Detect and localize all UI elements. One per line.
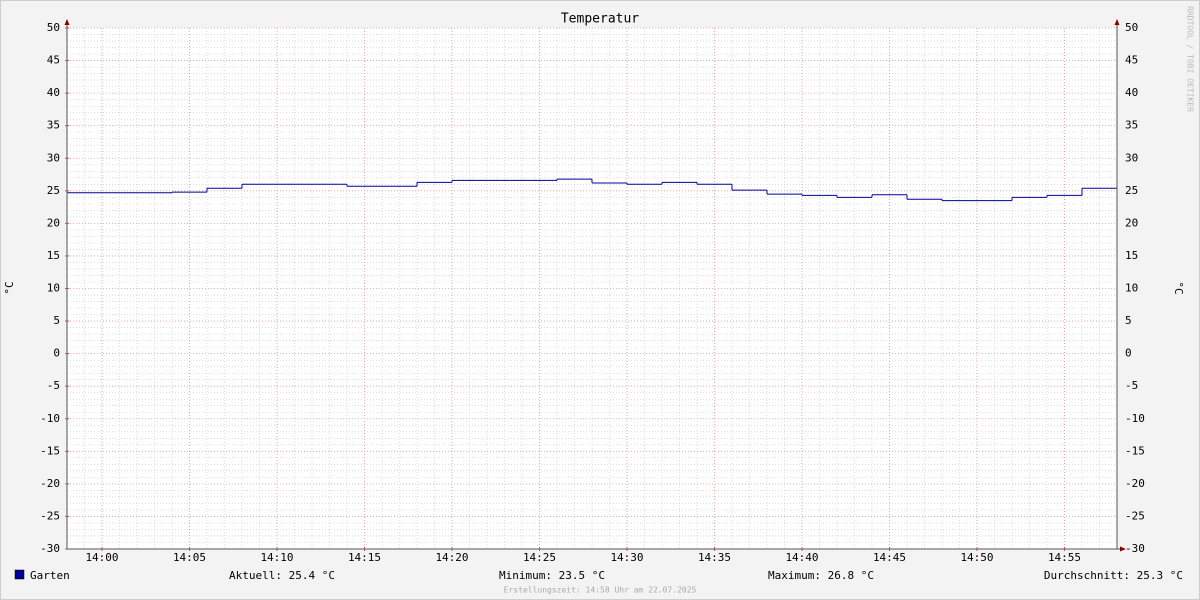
x-tick-label: 14:00 xyxy=(85,551,118,564)
y-tick-label-right: 0 xyxy=(1125,347,1132,360)
x-tick-label: 14:10 xyxy=(260,551,293,564)
y-tick-label: 15 xyxy=(47,249,60,262)
y-tick-label-right: 5 xyxy=(1125,314,1132,327)
y-tick-label-right: 40 xyxy=(1125,86,1138,99)
legend-stat: Minimum: 23.5 °C xyxy=(499,569,605,582)
y-axis-label: °C xyxy=(3,281,16,294)
y-tick-label-right: -30 xyxy=(1125,542,1145,555)
axis-arrow xyxy=(1120,546,1126,552)
y-tick-label: 5 xyxy=(53,314,60,327)
y-tick-label: -30 xyxy=(40,542,60,555)
y-tick-label-right: 30 xyxy=(1125,151,1138,164)
y-tick-label-right: -10 xyxy=(1125,412,1145,425)
y-tick-label-right: -15 xyxy=(1125,444,1145,457)
x-tick-label: 14:20 xyxy=(435,551,468,564)
x-tick-label: 14:30 xyxy=(610,551,643,564)
y-tick-label: 0 xyxy=(53,347,60,360)
y-tick-label: -5 xyxy=(47,379,60,392)
y-tick-label: -15 xyxy=(40,444,60,457)
y-tick-label: -10 xyxy=(40,412,60,425)
x-tick-label: 14:55 xyxy=(1048,551,1081,564)
y-tick-label: 30 xyxy=(47,151,60,164)
y-tick-label: -20 xyxy=(40,477,60,490)
y-axis-label-right: °C xyxy=(1172,281,1185,294)
y-tick-label-right: 25 xyxy=(1125,184,1138,197)
y-tick-label-right: 50 xyxy=(1125,21,1138,34)
y-tick-label-right: -20 xyxy=(1125,477,1145,490)
x-tick-label: 14:40 xyxy=(785,551,818,564)
x-tick-label: 14:45 xyxy=(873,551,906,564)
y-tick-label: 35 xyxy=(47,119,60,132)
legend-label: Garten xyxy=(30,569,70,582)
y-tick-label: 20 xyxy=(47,216,60,229)
y-tick-label-right: 15 xyxy=(1125,249,1138,262)
chart-title: Temperatur xyxy=(561,12,639,27)
x-tick-label: 14:15 xyxy=(348,551,381,564)
y-tick-label: 10 xyxy=(47,282,60,295)
y-tick-label: 45 xyxy=(47,54,60,67)
footer: Erstellungszeit: 14:58 Uhr am 22.07.2025 xyxy=(504,586,697,595)
y-tick-label: 50 xyxy=(47,21,60,34)
y-tick-label: -25 xyxy=(40,509,60,522)
watermark: RRDTOOL / TOBI OETIKER xyxy=(1186,6,1195,112)
legend-stat: Aktuell: 25.4 °C xyxy=(229,569,335,582)
x-tick-label: 14:50 xyxy=(960,551,993,564)
axis-arrow xyxy=(64,19,70,25)
x-tick-label: 14:35 xyxy=(698,551,731,564)
y-tick-label-right: 35 xyxy=(1125,119,1138,132)
legend-stat: Maximum: 26.8 °C xyxy=(768,569,874,582)
y-tick-label-right: 10 xyxy=(1125,282,1138,295)
y-tick-label-right: -5 xyxy=(1125,379,1138,392)
marks xyxy=(67,178,1117,202)
x-tick-label: 14:25 xyxy=(523,551,556,564)
y-tick-label-right: 20 xyxy=(1125,216,1138,229)
y-tick-label: 25 xyxy=(47,184,60,197)
legend-stat: Durchschnitt: 25.3 °C xyxy=(1044,569,1183,582)
y-tick-label-right: -25 xyxy=(1125,509,1145,522)
y-tick-label: 40 xyxy=(47,86,60,99)
y-tick-label-right: 45 xyxy=(1125,54,1138,67)
axis-arrow xyxy=(1114,19,1120,25)
legend-swatch xyxy=(14,569,25,580)
x-tick-label: 14:05 xyxy=(173,551,206,564)
